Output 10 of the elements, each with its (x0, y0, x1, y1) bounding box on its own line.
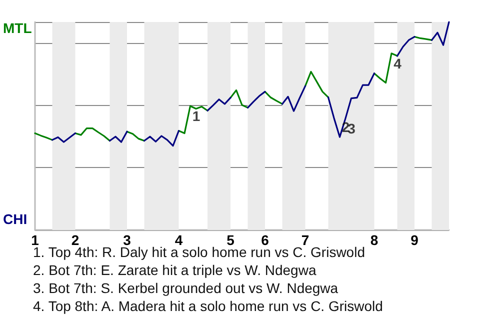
x-tick-label: 9 (410, 232, 419, 248)
annotation: 4 (394, 55, 402, 72)
text: 3. Bot 7th: S. Kerbel grounded out vs W. Ndegwa (33, 280, 338, 296)
text: CHI (3, 211, 28, 227)
text: MTL (3, 20, 32, 36)
x-tick-label: 8 (370, 232, 378, 248)
text: 4. Top 8th: A. Madera hit a solo home run vs C. Griswold (33, 298, 383, 314)
text: 2. Bot 7th: E. Zarate hit a triple vs W. Ndegwa (33, 262, 316, 278)
annotation: 1 (192, 108, 200, 124)
annotation: 3 (348, 120, 356, 136)
